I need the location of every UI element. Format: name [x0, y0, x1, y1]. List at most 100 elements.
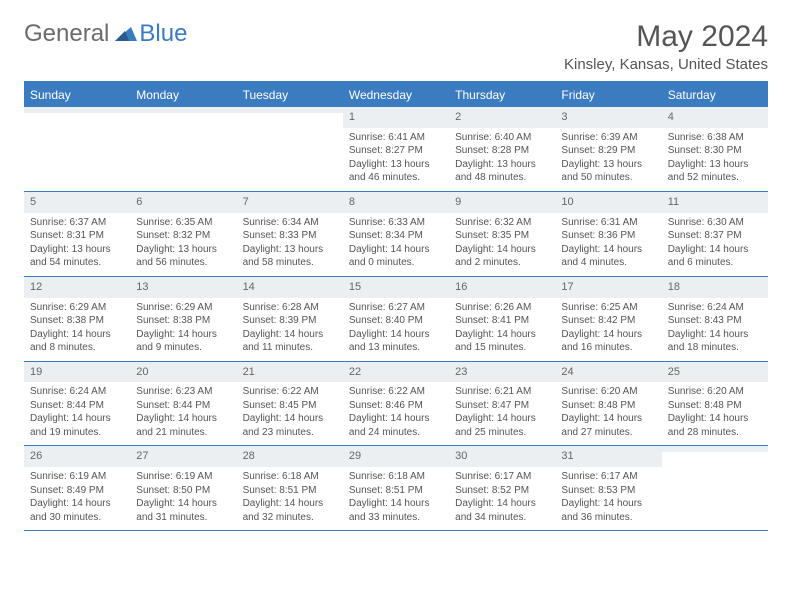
- day-number: 29: [343, 446, 449, 467]
- day-details: Sunrise: 6:28 AMSunset: 8:39 PMDaylight:…: [237, 298, 343, 361]
- daylight-text: Daylight: 14 hours and 32 minutes.: [243, 497, 337, 524]
- day-details: Sunrise: 6:23 AMSunset: 8:44 PMDaylight:…: [130, 382, 236, 445]
- daylight-text: Daylight: 14 hours and 13 minutes.: [349, 328, 443, 355]
- week-row: 5Sunrise: 6:37 AMSunset: 8:31 PMDaylight…: [24, 192, 768, 277]
- sunrise-text: Sunrise: 6:28 AM: [243, 301, 337, 315]
- day-details: Sunrise: 6:20 AMSunset: 8:48 PMDaylight:…: [555, 382, 661, 445]
- brand-triangle-icon: [115, 20, 137, 48]
- day-number: 7: [237, 192, 343, 213]
- sunset-text: Sunset: 8:27 PM: [349, 144, 443, 158]
- daylight-text: Daylight: 14 hours and 23 minutes.: [243, 412, 337, 439]
- day-number: 25: [662, 362, 768, 383]
- day-details: Sunrise: 6:22 AMSunset: 8:45 PMDaylight:…: [237, 382, 343, 445]
- daylight-text: Daylight: 13 hours and 46 minutes.: [349, 158, 443, 185]
- daylight-text: Daylight: 14 hours and 2 minutes.: [455, 243, 549, 270]
- daylight-text: Daylight: 14 hours and 24 minutes.: [349, 412, 443, 439]
- day-number: 30: [449, 446, 555, 467]
- daylight-text: Daylight: 14 hours and 33 minutes.: [349, 497, 443, 524]
- day-number: 4: [662, 107, 768, 128]
- sunset-text: Sunset: 8:38 PM: [30, 314, 124, 328]
- daylight-text: Daylight: 14 hours and 16 minutes.: [561, 328, 655, 355]
- day-cell: 6Sunrise: 6:35 AMSunset: 8:32 PMDaylight…: [130, 192, 236, 276]
- day-details: Sunrise: 6:29 AMSunset: 8:38 PMDaylight:…: [24, 298, 130, 361]
- sunset-text: Sunset: 8:53 PM: [561, 484, 655, 498]
- daylight-text: Daylight: 14 hours and 18 minutes.: [668, 328, 762, 355]
- daylight-text: Daylight: 14 hours and 6 minutes.: [668, 243, 762, 270]
- daylight-text: Daylight: 14 hours and 4 minutes.: [561, 243, 655, 270]
- daylight-text: Daylight: 14 hours and 25 minutes.: [455, 412, 549, 439]
- day-details: Sunrise: 6:19 AMSunset: 8:50 PMDaylight:…: [130, 467, 236, 530]
- day-cell: 15Sunrise: 6:27 AMSunset: 8:40 PMDayligh…: [343, 277, 449, 361]
- day-details: [24, 113, 130, 165]
- day-details: [662, 452, 768, 504]
- month-title: May 2024: [564, 20, 768, 54]
- sunset-text: Sunset: 8:29 PM: [561, 144, 655, 158]
- daylight-text: Daylight: 13 hours and 50 minutes.: [561, 158, 655, 185]
- day-header: Saturday: [662, 83, 768, 107]
- day-number: 22: [343, 362, 449, 383]
- day-number: 17: [555, 277, 661, 298]
- day-cell: 5Sunrise: 6:37 AMSunset: 8:31 PMDaylight…: [24, 192, 130, 276]
- daylight-text: Daylight: 14 hours and 28 minutes.: [668, 412, 762, 439]
- brand-general: General: [24, 20, 109, 48]
- day-cell: [130, 107, 236, 191]
- day-number: 14: [237, 277, 343, 298]
- sunrise-text: Sunrise: 6:21 AM: [455, 385, 549, 399]
- brand-blue: Blue: [139, 20, 187, 48]
- day-cell: 10Sunrise: 6:31 AMSunset: 8:36 PMDayligh…: [555, 192, 661, 276]
- brand-logo: General Blue: [24, 20, 187, 48]
- day-cell: 1Sunrise: 6:41 AMSunset: 8:27 PMDaylight…: [343, 107, 449, 191]
- day-number: 11: [662, 192, 768, 213]
- daylight-text: Daylight: 14 hours and 31 minutes.: [136, 497, 230, 524]
- sunrise-text: Sunrise: 6:38 AM: [668, 131, 762, 145]
- day-number: 16: [449, 277, 555, 298]
- sunrise-text: Sunrise: 6:17 AM: [455, 470, 549, 484]
- sunset-text: Sunset: 8:31 PM: [30, 229, 124, 243]
- day-details: Sunrise: 6:37 AMSunset: 8:31 PMDaylight:…: [24, 213, 130, 276]
- day-number: 6: [130, 192, 236, 213]
- day-header: Thursday: [449, 83, 555, 107]
- day-cell: 26Sunrise: 6:19 AMSunset: 8:49 PMDayligh…: [24, 446, 130, 530]
- daylight-text: Daylight: 14 hours and 0 minutes.: [349, 243, 443, 270]
- sunset-text: Sunset: 8:42 PM: [561, 314, 655, 328]
- day-cell: 14Sunrise: 6:28 AMSunset: 8:39 PMDayligh…: [237, 277, 343, 361]
- week-row: 1Sunrise: 6:41 AMSunset: 8:27 PMDaylight…: [24, 107, 768, 192]
- day-details: Sunrise: 6:30 AMSunset: 8:37 PMDaylight:…: [662, 213, 768, 276]
- sunset-text: Sunset: 8:37 PM: [668, 229, 762, 243]
- day-number: 12: [24, 277, 130, 298]
- day-number: 5: [24, 192, 130, 213]
- week-row: 26Sunrise: 6:19 AMSunset: 8:49 PMDayligh…: [24, 446, 768, 531]
- sunset-text: Sunset: 8:34 PM: [349, 229, 443, 243]
- location-subtitle: Kinsley, Kansas, United States: [564, 56, 768, 73]
- sunrise-text: Sunrise: 6:20 AM: [561, 385, 655, 399]
- daylight-text: Daylight: 13 hours and 56 minutes.: [136, 243, 230, 270]
- sunset-text: Sunset: 8:45 PM: [243, 399, 337, 413]
- sunrise-text: Sunrise: 6:31 AM: [561, 216, 655, 230]
- sunrise-text: Sunrise: 6:33 AM: [349, 216, 443, 230]
- sunrise-text: Sunrise: 6:29 AM: [136, 301, 230, 315]
- sunset-text: Sunset: 8:52 PM: [455, 484, 549, 498]
- day-cell: 30Sunrise: 6:17 AMSunset: 8:52 PMDayligh…: [449, 446, 555, 530]
- daylight-text: Daylight: 13 hours and 54 minutes.: [30, 243, 124, 270]
- day-number: 13: [130, 277, 236, 298]
- day-cell: 28Sunrise: 6:18 AMSunset: 8:51 PMDayligh…: [237, 446, 343, 530]
- weeks-container: 1Sunrise: 6:41 AMSunset: 8:27 PMDaylight…: [24, 107, 768, 531]
- day-cell: 25Sunrise: 6:20 AMSunset: 8:48 PMDayligh…: [662, 362, 768, 446]
- daylight-text: Daylight: 14 hours and 30 minutes.: [30, 497, 124, 524]
- day-number: 18: [662, 277, 768, 298]
- sunrise-text: Sunrise: 6:30 AM: [668, 216, 762, 230]
- sunset-text: Sunset: 8:32 PM: [136, 229, 230, 243]
- sunrise-text: Sunrise: 6:40 AM: [455, 131, 549, 145]
- day-cell: [24, 107, 130, 191]
- sunset-text: Sunset: 8:50 PM: [136, 484, 230, 498]
- day-details: Sunrise: 6:32 AMSunset: 8:35 PMDaylight:…: [449, 213, 555, 276]
- day-headers-row: SundayMondayTuesdayWednesdayThursdayFrid…: [24, 83, 768, 107]
- daylight-text: Daylight: 14 hours and 8 minutes.: [30, 328, 124, 355]
- sunrise-text: Sunrise: 6:39 AM: [561, 131, 655, 145]
- sunset-text: Sunset: 8:30 PM: [668, 144, 762, 158]
- day-cell: 21Sunrise: 6:22 AMSunset: 8:45 PMDayligh…: [237, 362, 343, 446]
- daylight-text: Daylight: 13 hours and 58 minutes.: [243, 243, 337, 270]
- sunrise-text: Sunrise: 6:29 AM: [30, 301, 124, 315]
- daylight-text: Daylight: 14 hours and 19 minutes.: [30, 412, 124, 439]
- day-cell: 3Sunrise: 6:39 AMSunset: 8:29 PMDaylight…: [555, 107, 661, 191]
